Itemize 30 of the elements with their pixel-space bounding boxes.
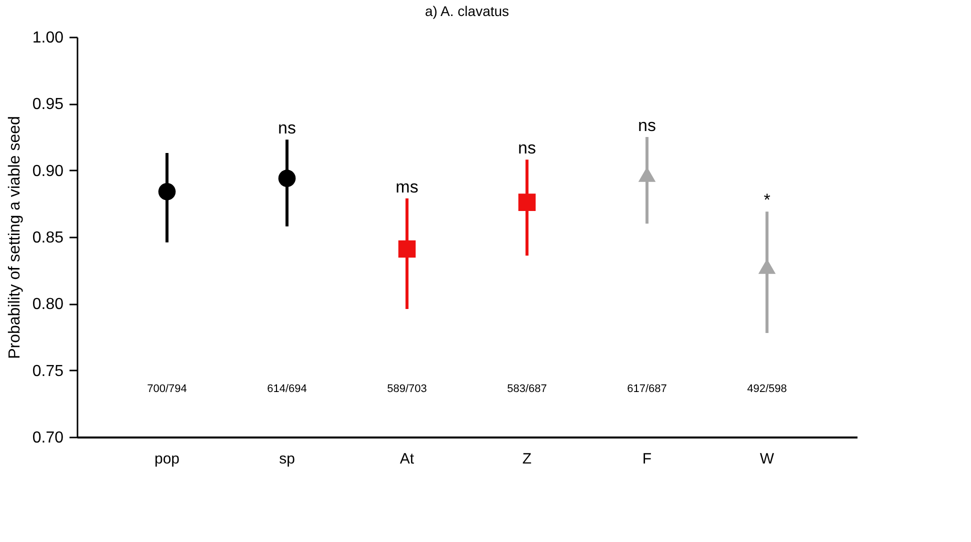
data-label: ms: [396, 177, 418, 196]
annotation: 700/794: [147, 383, 187, 395]
x-tick-label: At: [400, 450, 415, 468]
data-label: ns: [518, 138, 536, 158]
data-label: *: [764, 190, 771, 210]
y-tick-label: 0.70: [32, 430, 64, 446]
x-tick-label: W: [760, 450, 775, 468]
y-tick-label: 0.85: [32, 230, 64, 246]
data-label: ns: [638, 116, 656, 135]
annotation: 614/694: [267, 383, 307, 395]
x-tick-label: sp: [279, 450, 295, 468]
annotation: 617/687: [627, 383, 667, 395]
x-tick-label: pop: [154, 450, 180, 468]
y-axis-title: Probability of setting a viable seed: [6, 116, 24, 359]
x-tick-label: Z: [522, 450, 532, 468]
annotation: 492/598: [747, 383, 787, 395]
point: [278, 170, 296, 187]
x-tick-label: F: [642, 450, 652, 468]
y-tick-label: 1.00: [32, 30, 64, 46]
y-tick-label: 0.80: [32, 296, 64, 314]
y-tick-label: 0.95: [32, 96, 64, 114]
annotation: 583/687: [507, 383, 547, 395]
chart-title: a) A. clavatus: [424, 3, 510, 19]
y-tick-label: 0.75: [32, 362, 64, 380]
point: [518, 194, 536, 211]
y-tick-label: 0.90: [32, 162, 64, 180]
point: [398, 240, 416, 258]
point: [158, 183, 176, 200]
data-label: ns: [278, 118, 296, 138]
annotation: 589/703: [387, 383, 427, 395]
